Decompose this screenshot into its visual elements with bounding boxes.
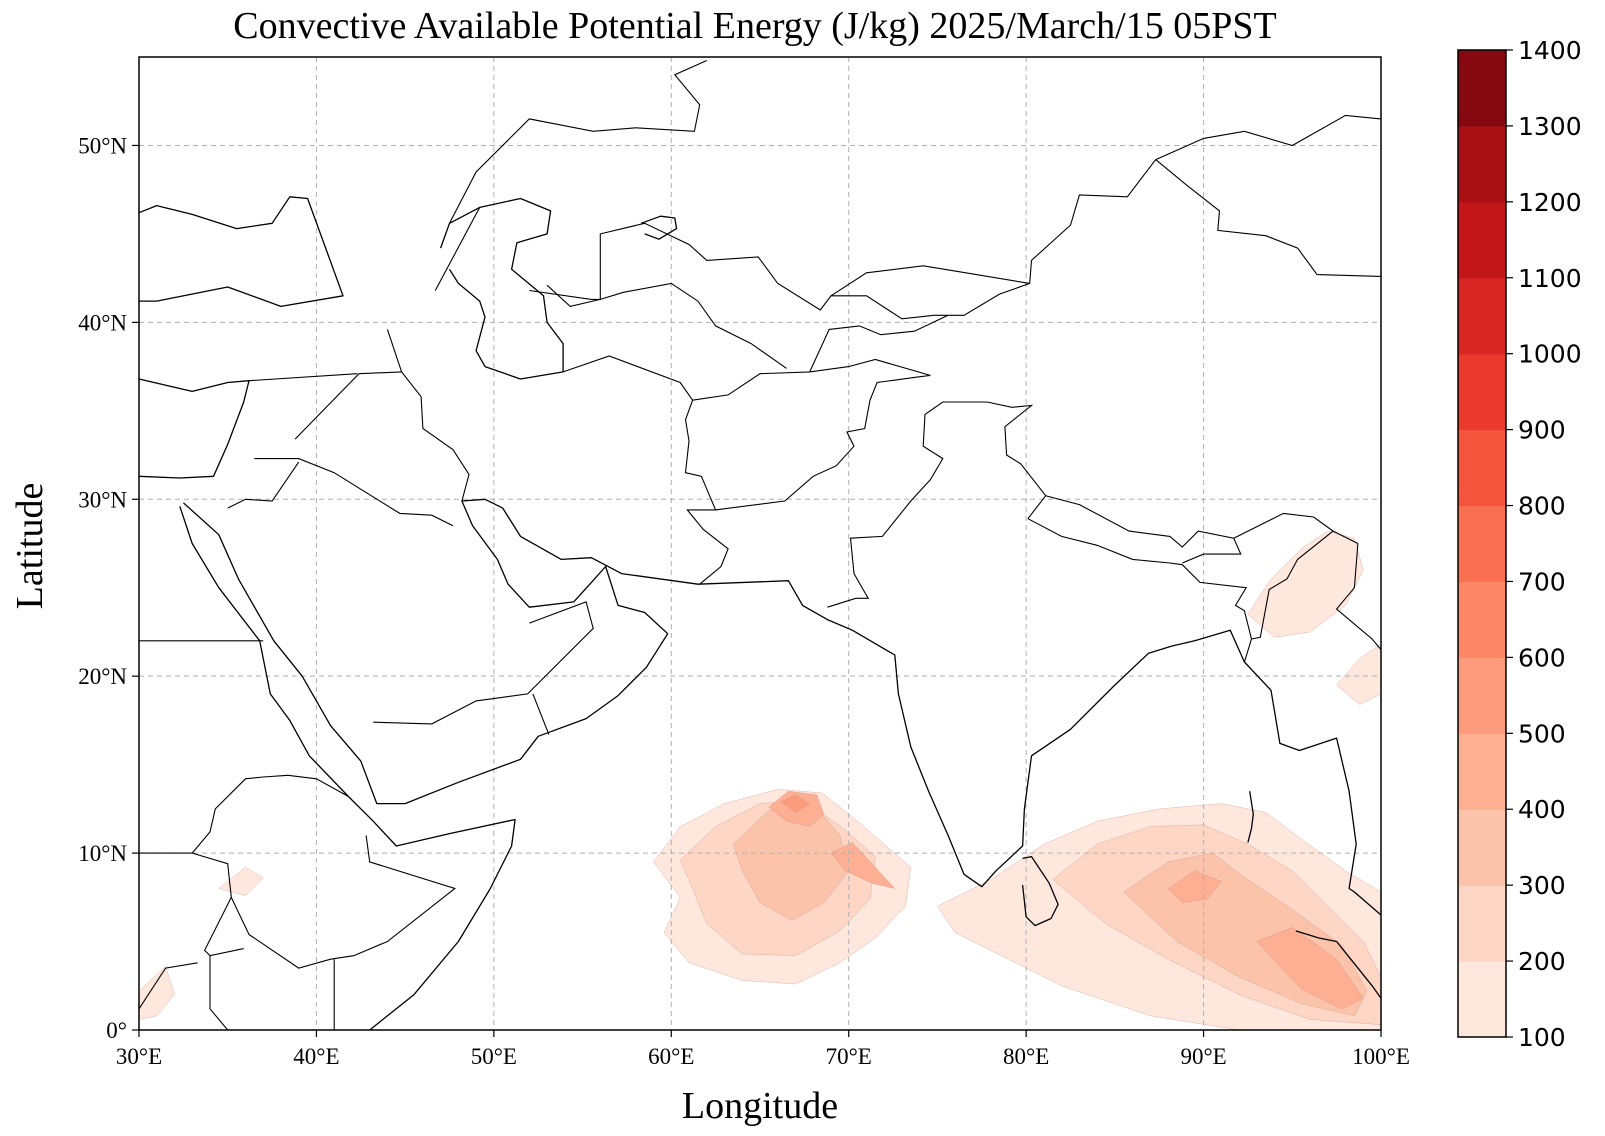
- country-border: [191, 774, 349, 854]
- x-axis-title: Longitude: [682, 1085, 838, 1127]
- y-tick-label: 0°: [106, 1018, 127, 1043]
- x-tick-label: 80°E: [1003, 1044, 1049, 1069]
- x-tick-label: 70°E: [826, 1044, 872, 1069]
- colorbar-tick-label: 200: [1518, 947, 1566, 976]
- colorbar-tick-label: 700: [1518, 567, 1566, 596]
- colorbar-segment: [1458, 277, 1506, 355]
- colorbar-segment: [1458, 353, 1506, 431]
- colorbar-tick-label: 600: [1518, 643, 1566, 672]
- country-border: [254, 458, 454, 527]
- country-border: [386, 329, 470, 502]
- colorbar-segment: [1458, 733, 1506, 810]
- country-border: [434, 207, 481, 291]
- colorbar-segment: [1458, 885, 1506, 962]
- colorbar-tick-label: 100: [1518, 1023, 1566, 1052]
- coastline: [1021, 855, 1059, 927]
- colorbar-segment: [1458, 809, 1506, 886]
- colorbar-frame: [1457, 49, 1507, 1038]
- cape-contour-fill: [218, 866, 264, 896]
- country-border: [532, 693, 550, 735]
- x-tick-label: 100°E: [1352, 1044, 1410, 1069]
- x-tick-label: 60°E: [648, 1044, 694, 1069]
- colorbar-tick-label: 1200: [1518, 188, 1582, 217]
- country-border: [830, 265, 1030, 297]
- cape-contour-fill: [1256, 927, 1364, 1010]
- country-border: [1233, 512, 1359, 544]
- country-border: [809, 314, 949, 373]
- coastline: [1247, 791, 1254, 843]
- coastline: [439, 197, 564, 380]
- cape-contour-fill: [830, 842, 896, 889]
- country-border: [449, 59, 708, 224]
- country-border: [986, 401, 1047, 497]
- x-tick-label: 50°E: [471, 1044, 517, 1069]
- y-tick-label: 10°N: [78, 841, 127, 866]
- colorbar-segment: [1458, 125, 1506, 203]
- coastlines-and-borders: [138, 59, 1382, 1031]
- colorbar-tick-label: 800: [1518, 492, 1566, 521]
- colorbar-tick-label: 1400: [1518, 36, 1582, 65]
- colorbar-tick-label: 300: [1518, 871, 1566, 900]
- coastline: [1295, 930, 1382, 999]
- country-border: [203, 897, 244, 957]
- cape-contour-fill: [1167, 870, 1222, 903]
- y-tick-label: 40°N: [78, 310, 127, 335]
- country-border: [1169, 562, 1253, 663]
- colorbar-segment: [1458, 961, 1506, 1038]
- axis-ticks: 30°E 40°E 50°E 60°E 70°E 80°E 90°E 100°E 0° 10°N 2…: [78, 133, 1410, 1069]
- coastline: [138, 196, 344, 308]
- colorbar-tick-label: 400: [1518, 795, 1566, 824]
- country-border: [248, 373, 358, 382]
- country-border: [209, 955, 229, 1031]
- chart-title: Convective Available Potential Energy (J…: [233, 5, 1276, 47]
- y-tick-label: 20°N: [78, 664, 127, 689]
- x-tick-label: 90°E: [1180, 1044, 1226, 1069]
- colorbar-segment: [1458, 201, 1506, 279]
- coastline: [182, 498, 1382, 916]
- cape-contour-fills: [138, 530, 1382, 1031]
- coastline: [640, 215, 678, 240]
- country-border: [1335, 543, 1382, 650]
- country-border: [1027, 518, 1170, 564]
- colorbar-segment: [1458, 429, 1506, 507]
- y-axis-title: Latitude: [9, 483, 51, 610]
- country-border: [1251, 530, 1334, 640]
- country-border: [138, 962, 198, 1010]
- colorbar-segment: [1458, 50, 1506, 127]
- colorbar-segment: [1458, 581, 1506, 658]
- cape-contour-fill: [780, 794, 811, 813]
- cape-contour-fill: [1336, 643, 1382, 705]
- colorbar-segment: [1458, 657, 1506, 734]
- cape-contour-fill: [1247, 530, 1364, 638]
- y-tick-label: 30°N: [78, 487, 127, 512]
- plot-frame: [138, 56, 1382, 1031]
- colorbar-segment: [1458, 505, 1506, 583]
- coastline: [138, 378, 250, 479]
- country-border: [827, 401, 988, 608]
- country-border: [546, 282, 787, 369]
- colorbar-tick-label: 1000: [1518, 340, 1582, 369]
- country-border: [294, 371, 402, 440]
- x-tick-label: 40°E: [293, 1044, 339, 1069]
- country-border: [227, 461, 300, 509]
- country-border: [692, 358, 931, 511]
- colorbar: 100 200 300 400 500 600 700 800 900 1000 1100 1200 1…: [1457, 36, 1582, 1052]
- country-border: [529, 222, 934, 320]
- country-border: [1155, 114, 1382, 161]
- cape-contour-fill: [138, 965, 175, 1020]
- colorbar-tick-label: 500: [1518, 719, 1566, 748]
- colorbar-tick-label: 1300: [1518, 112, 1582, 141]
- country-border: [933, 159, 1157, 316]
- country-border: [562, 355, 729, 585]
- colorbar-tick-label: 900: [1518, 416, 1566, 445]
- colorbar-tick-label: 1100: [1518, 264, 1582, 293]
- coastline: [179, 506, 516, 1031]
- country-border: [1155, 159, 1382, 277]
- country-border: [373, 601, 594, 725]
- x-tick-label: 30°E: [116, 1044, 162, 1069]
- country-border: [192, 835, 456, 969]
- y-tick-label: 50°N: [78, 133, 127, 158]
- country-border: [1027, 495, 1242, 564]
